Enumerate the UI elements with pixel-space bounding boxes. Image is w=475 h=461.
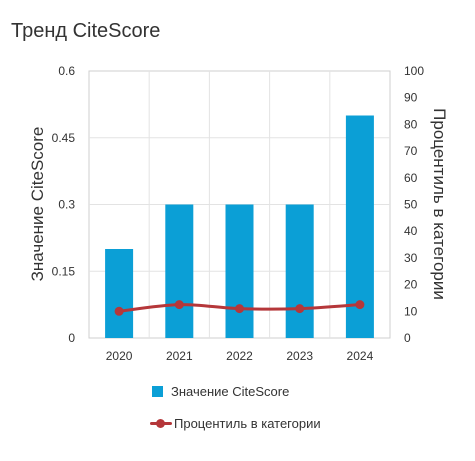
y-tick-left: 0.3: [58, 198, 75, 212]
chart-title: Тренд CiteScore: [11, 20, 161, 42]
legend-bar-label: Значение CiteScore: [171, 384, 290, 399]
y-tick-left: 0: [68, 331, 75, 345]
percentile-point-2024: [355, 300, 365, 310]
y-tick-right: 90: [404, 91, 418, 105]
bar-series: [105, 115, 374, 338]
chart-canvas: 0 0.15 0.3 0.45 0.6 0 10 20 30 40 50 60 70 80 90 100 202…: [28, 64, 449, 363]
bar-2021: [165, 204, 194, 338]
y-tick-right: 0: [404, 331, 411, 345]
y-tick-right: 50: [404, 198, 418, 212]
y-tick-right: 70: [404, 144, 418, 158]
x-tick-label: 2023: [286, 349, 313, 363]
y-tick-right: 20: [404, 278, 418, 292]
bar-2023: [285, 204, 314, 338]
y-tick-right: 10: [404, 304, 418, 318]
legend-item-line[interactable]: Процентиль в категории: [150, 416, 321, 431]
x-tick-label: 2021: [166, 349, 193, 363]
y-tick-right: 80: [404, 117, 418, 131]
y-tick-left: 0.15: [52, 264, 76, 278]
legend-line-label: Процентиль в категории: [174, 416, 321, 431]
percentile-point-2021: [174, 300, 184, 310]
bar-2020: [105, 249, 134, 338]
y-tick-left: 0.6: [58, 64, 75, 78]
legend-bar-swatch: [152, 386, 163, 397]
bar-2022: [225, 204, 254, 338]
legend-line-marker-icon: [150, 418, 172, 429]
x-tick-label: 2020: [106, 349, 133, 363]
legend-item-bar[interactable]: Значение CiteScore: [152, 384, 289, 399]
y-tick-right: 30: [404, 251, 418, 265]
y-axis-label-right: Процентиль в категории: [430, 108, 449, 300]
axis-ticks: 0 0.15 0.3 0.45 0.6 0 10 20 30 40 50 60 70 80 90 100 202…: [52, 64, 425, 363]
x-tick-label: 2024: [347, 349, 374, 363]
y-axis-label-left: Значение CiteScore: [28, 127, 47, 282]
y-tick-right: 40: [404, 224, 418, 238]
y-tick-left: 0.45: [52, 131, 76, 145]
percentile-point-2020: [114, 306, 124, 316]
y-tick-right: 60: [404, 171, 418, 185]
line-series: [114, 300, 365, 316]
percentile-point-2022: [235, 304, 244, 314]
percentile-point-2023: [295, 304, 305, 314]
y-tick-right: 100: [404, 64, 424, 78]
x-tick-label: 2022: [226, 349, 253, 363]
